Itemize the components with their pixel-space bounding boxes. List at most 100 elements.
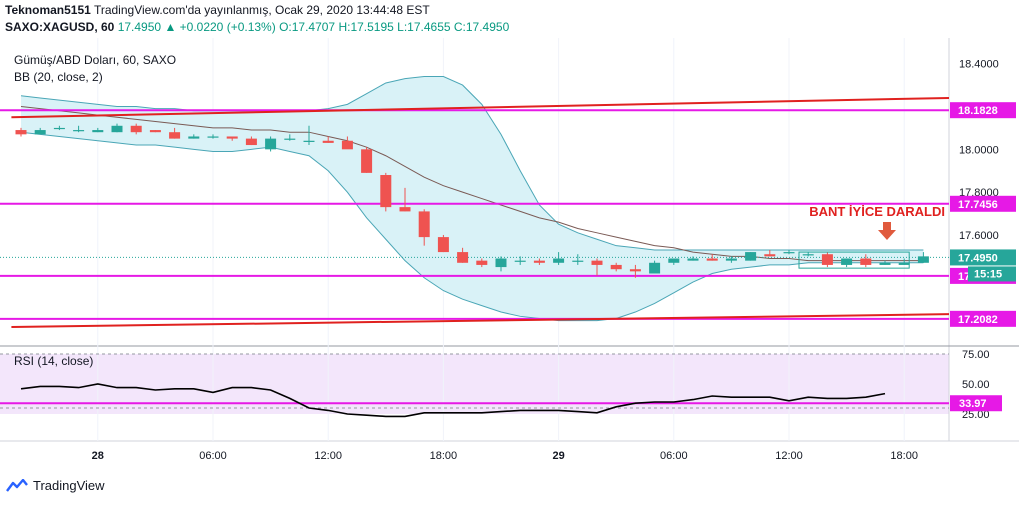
countdown-text: 15:15 [974, 268, 1002, 280]
candle[interactable] [73, 125, 85, 133]
candle[interactable] [284, 134, 296, 141]
countdown-label: 15:15 [968, 266, 1016, 282]
candle[interactable] [821, 252, 833, 268]
candle[interactable] [380, 172, 392, 212]
bb-legend[interactable]: BB (20, close, 2) [14, 70, 103, 84]
candle[interactable] [514, 256, 526, 265]
candle[interactable] [725, 256, 737, 263]
trendline[interactable] [11, 96, 950, 119]
rsi-line [20, 383, 886, 418]
candle-body [265, 138, 277, 150]
candle[interactable] [553, 252, 565, 265]
candle[interactable] [245, 136, 257, 146]
candle[interactable] [802, 252, 814, 257]
last-price: 17.4950 [117, 20, 162, 34]
candle-body [917, 256, 929, 263]
ohlc-values: O:17.4707 H:17.5195 L:17.4655 C:17.4950 [279, 20, 510, 34]
candle-body [610, 264, 622, 270]
candle[interactable] [706, 254, 718, 261]
rsi-tick-label: 25.00 [962, 409, 990, 421]
footer-brand[interactable]: TradingView [6, 478, 105, 493]
candle[interactable] [226, 136, 238, 141]
price-axis-label: 17.2082 [950, 310, 1016, 327]
candle[interactable] [53, 125, 65, 131]
candle[interactable] [668, 258, 680, 265]
time-tick-label: 12:00 [314, 450, 342, 462]
price-label-text: 17.2082 [958, 314, 998, 326]
candle[interactable] [188, 134, 200, 139]
candle-body [207, 136, 219, 138]
brand-name: TradingView [33, 478, 105, 493]
candle-body [341, 140, 353, 150]
rsi-legend[interactable]: RSI (14, close) [14, 354, 94, 368]
candle[interactable] [399, 187, 411, 212]
candle[interactable] [418, 209, 430, 246]
candle-body [898, 262, 910, 265]
candle[interactable] [898, 258, 910, 265]
trendline[interactable] [11, 313, 950, 329]
candle-body [130, 125, 142, 133]
candle[interactable] [322, 136, 334, 143]
annotation-text: BANT İYİCE DARALDI [809, 204, 945, 219]
price-axis-label: 18.1828 [950, 102, 1016, 119]
time-tick-label: 18:00 [430, 450, 458, 462]
price-change: ▲ +0.0220 (+0.13%) [164, 20, 276, 34]
candle[interactable] [860, 254, 872, 268]
candle[interactable] [149, 130, 161, 133]
down-arrow-icon [878, 222, 896, 240]
candle[interactable] [361, 147, 373, 173]
candle[interactable] [687, 256, 699, 261]
candle[interactable] [879, 260, 891, 265]
candle[interactable] [764, 249, 776, 257]
candle[interactable] [207, 134, 219, 139]
candle[interactable] [841, 258, 853, 268]
candle[interactable] [610, 262, 622, 272]
candle-body [418, 211, 430, 238]
candle[interactable] [437, 234, 449, 253]
candle[interactable] [457, 247, 469, 263]
candle[interactable] [783, 249, 795, 255]
published-text: TradingView.com'da yayınlanmış, Ocak 29,… [93, 3, 430, 17]
candle[interactable] [341, 136, 353, 150]
price-tick-label: 18.0000 [959, 144, 999, 156]
candle[interactable] [34, 127, 46, 135]
candle-body [111, 125, 123, 133]
candle[interactable] [111, 123, 123, 133]
candle[interactable] [15, 127, 27, 137]
candle-body [533, 260, 545, 263]
bollinger-band-fill [21, 76, 924, 321]
candle[interactable] [169, 127, 181, 139]
price-axis-label: 17.4950 [950, 249, 1016, 266]
candle[interactable] [745, 252, 757, 261]
candle-body [284, 138, 296, 140]
candle[interactable] [572, 254, 584, 265]
series-legend[interactable]: Gümüş/ABD Doları, 60, SAXO [14, 53, 177, 67]
candle-body [572, 260, 584, 262]
candle-body [706, 258, 718, 261]
candle[interactable] [495, 256, 507, 272]
time-tick-label: 29 [552, 450, 564, 462]
time-tick-label: 06:00 [199, 450, 227, 462]
candle[interactable] [917, 252, 929, 263]
candle-body [437, 237, 449, 253]
tradingview-logo-icon [6, 478, 28, 492]
rsi-band-fill [0, 354, 949, 414]
candle-body [687, 258, 699, 261]
candle[interactable] [533, 258, 545, 265]
rsi-level-label: 33.97 [950, 395, 1002, 412]
candle-body [188, 136, 200, 139]
candle[interactable] [476, 258, 488, 268]
price-label-text: 17.7456 [958, 199, 998, 211]
candle[interactable] [629, 264, 641, 278]
candle[interactable] [130, 123, 142, 135]
candle[interactable] [265, 136, 277, 152]
candle-body [380, 175, 392, 208]
candle[interactable] [92, 127, 104, 133]
candle-body [245, 138, 257, 146]
narrow-band-box[interactable] [798, 251, 910, 269]
candle[interactable] [303, 125, 315, 146]
candle-body [725, 258, 737, 261]
candle[interactable] [649, 260, 661, 274]
candle[interactable] [591, 258, 603, 276]
